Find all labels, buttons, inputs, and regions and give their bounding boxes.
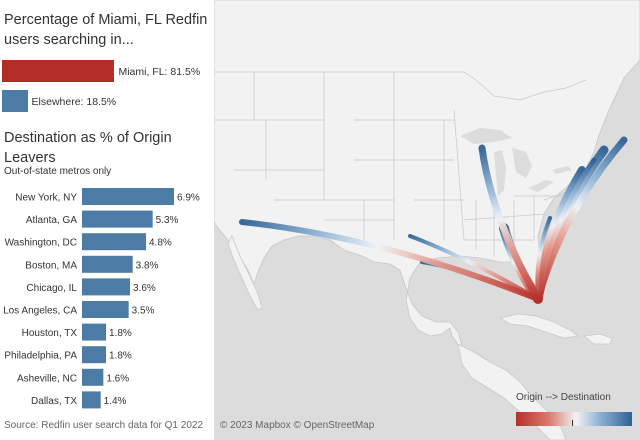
state-borders [214, 71, 587, 258]
lake-erie [528, 180, 554, 192]
map-attribution[interactable]: © 2023 Mapbox © OpenStreetMap [220, 420, 375, 431]
left-panel: Percentage of Miami, FL Redfin users sea… [0, 0, 214, 440]
value-label: 5.3% [156, 215, 179, 226]
lake-superior [460, 128, 512, 144]
legend-tick [572, 420, 573, 426]
value-label: 4.8% [149, 238, 172, 249]
category-label: Boston, MA [25, 260, 77, 271]
lake-michigan [494, 150, 506, 196]
category-label: Philadelphia, PA [4, 351, 77, 362]
category-label: Houston, TX [22, 328, 78, 339]
category-label: Washington, DC [5, 238, 77, 249]
value-label: 3.6% [133, 283, 156, 294]
lake-ontario [552, 166, 572, 174]
category-label: Dallas, TX [31, 396, 77, 407]
land-cuba [498, 313, 580, 339]
map-canvas[interactable] [214, 0, 640, 440]
bar[interactable] [82, 233, 146, 251]
bar[interactable] [82, 210, 153, 228]
destination-chart-title: Destination as % of Origin Leavers [4, 130, 172, 166]
flow-philadelphia[interactable] [535, 157, 597, 302]
page-title: Percentage of Miami, FL Redfin users sea… [4, 12, 208, 48]
bar[interactable] [82, 301, 129, 318]
flow-map[interactable]: © 2023 Mapbox © OpenStreetMap Origin -->… [214, 0, 640, 440]
value-label: 3.5% [132, 306, 155, 317]
flow-los-angeles[interactable] [239, 219, 541, 302]
destination-chart-subtitle: Out-of-state metros only [4, 166, 112, 177]
value-label: 1.8% [109, 351, 132, 362]
value-label: 3.8% [136, 260, 159, 271]
bar[interactable] [82, 188, 174, 205]
value-label: 1.8% [109, 328, 132, 339]
lake-huron [512, 148, 532, 178]
legend-gradient [516, 412, 632, 426]
category-label: Asheville, NC [17, 373, 77, 384]
land-hispaniola [583, 333, 613, 345]
source-note: Source: Redfin user search data for Q1 2… [4, 420, 204, 431]
share-bar-miami [2, 60, 115, 82]
bar[interactable] [82, 278, 130, 296]
value-label: 6.9% [177, 193, 200, 204]
bar[interactable] [82, 391, 101, 409]
legend-title: Origin --> Destination [516, 392, 611, 403]
bar[interactable] [82, 368, 104, 386]
category-label: Chicago, IL [26, 283, 77, 294]
share-label-elsewhere: Elsewhere: 18.5% [31, 96, 117, 108]
value-label: 1.4% [104, 396, 127, 407]
bar[interactable] [82, 323, 106, 341]
value-label: 1.6% [106, 373, 129, 384]
land-baja [227, 235, 263, 311]
share-label-miami: Miami, FL: 81.5% [118, 66, 201, 78]
destination-bar-chart: New York, NY 6.9% Atlanta, GA 5.3% Washingto… [3, 188, 200, 409]
category-label: Los Angeles, CA [3, 306, 77, 317]
share-bar-elsewhere [2, 90, 28, 112]
flow-chicago[interactable] [478, 144, 542, 303]
bar[interactable] [82, 255, 133, 273]
flow-arcs [239, 136, 628, 304]
category-label: New York, NY [15, 193, 77, 204]
bar[interactable] [82, 346, 106, 364]
category-label: Atlanta, GA [26, 215, 77, 226]
